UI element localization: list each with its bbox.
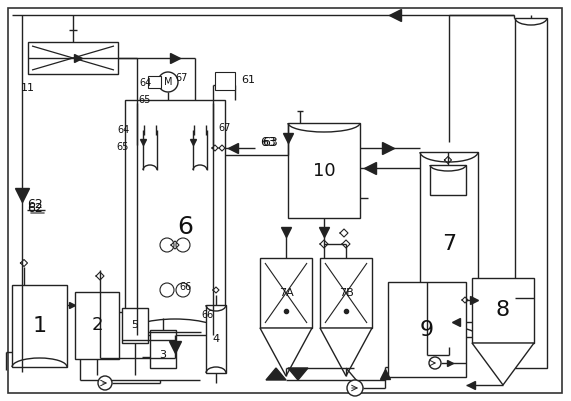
Polygon shape	[320, 328, 372, 376]
Bar	[206, 305, 226, 373]
Bar	[288, 123, 360, 218]
Bar	[515, 18, 547, 368]
Polygon shape	[288, 368, 308, 380]
Polygon shape	[260, 328, 312, 376]
Polygon shape	[472, 343, 534, 385]
Bar	[420, 152, 478, 337]
Polygon shape	[266, 368, 286, 380]
Text: 3: 3	[159, 350, 167, 360]
Text: 66: 66	[201, 310, 213, 320]
Circle shape	[160, 238, 174, 252]
Text: 8: 8	[496, 300, 510, 320]
Bar	[260, 258, 312, 328]
Bar	[12, 285, 67, 367]
Text: 64: 64	[139, 78, 151, 88]
Text: 63: 63	[260, 136, 276, 148]
Text: 65: 65	[139, 95, 151, 105]
Text: 62: 62	[27, 198, 43, 211]
Text: 10: 10	[313, 162, 335, 180]
Text: 1: 1	[33, 316, 47, 336]
Text: 62: 62	[27, 201, 43, 215]
Circle shape	[429, 357, 441, 369]
Text: 9: 9	[420, 320, 434, 340]
Bar	[122, 308, 148, 343]
Bar	[215, 72, 235, 90]
Text: 63: 63	[262, 136, 278, 148]
Circle shape	[347, 380, 363, 396]
Bar	[430, 165, 466, 195]
Text: 7B: 7B	[339, 288, 353, 298]
Circle shape	[98, 376, 112, 390]
Bar	[28, 42, 118, 74]
Bar	[320, 258, 372, 328]
Bar	[472, 278, 534, 343]
Bar	[150, 330, 176, 368]
Circle shape	[160, 283, 174, 297]
Text: 66: 66	[180, 282, 192, 292]
Circle shape	[158, 72, 178, 92]
Text: 5: 5	[131, 320, 139, 330]
Text: M: M	[164, 77, 172, 87]
Bar	[148, 76, 161, 88]
Circle shape	[176, 283, 190, 297]
Text: 67: 67	[176, 73, 188, 83]
Bar	[75, 292, 119, 359]
Text: 64: 64	[117, 125, 129, 135]
Text: 67: 67	[219, 123, 231, 133]
Text: 6: 6	[177, 215, 193, 239]
Circle shape	[176, 238, 190, 252]
Text: 7: 7	[442, 235, 456, 255]
Text: 7A: 7A	[279, 288, 293, 298]
Bar	[388, 282, 466, 377]
Text: 11: 11	[21, 83, 35, 93]
Text: 4: 4	[212, 334, 220, 344]
Bar	[125, 100, 225, 335]
Text: 61: 61	[241, 75, 255, 85]
Text: 2: 2	[91, 316, 103, 334]
Text: 65: 65	[117, 142, 129, 152]
